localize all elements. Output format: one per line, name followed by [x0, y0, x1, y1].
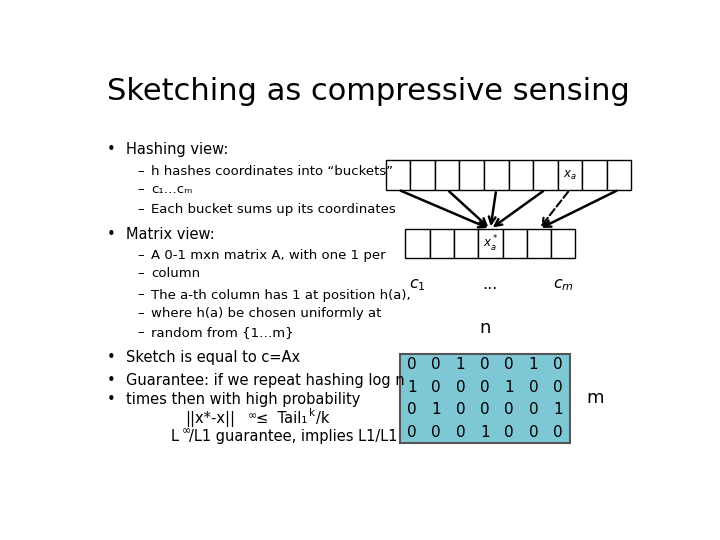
Text: ...: ...	[482, 277, 498, 292]
Text: –: –	[138, 326, 144, 339]
Bar	[459, 160, 484, 190]
Bar	[478, 229, 503, 258]
Text: /k: /k	[316, 411, 330, 426]
Text: –: –	[138, 307, 144, 320]
Text: –: –	[138, 183, 144, 197]
Text: $c_1$: $c_1$	[409, 277, 426, 293]
Text: 0: 0	[528, 380, 539, 395]
Text: •: •	[107, 227, 115, 242]
Bar	[527, 229, 551, 258]
Text: 0: 0	[504, 357, 514, 373]
Text: Matrix view:: Matrix view:	[126, 227, 215, 242]
Text: 0: 0	[553, 380, 562, 395]
Text: A 0-1 mxn matrix A, with one 1 per: A 0-1 mxn matrix A, with one 1 per	[151, 248, 386, 261]
Text: 0: 0	[431, 357, 441, 373]
Text: –: –	[138, 288, 144, 301]
Bar	[508, 160, 533, 190]
Text: 1: 1	[528, 357, 539, 373]
Text: 1: 1	[504, 380, 514, 395]
Text: The a-th column has 1 at position h(a),: The a-th column has 1 at position h(a),	[151, 288, 411, 301]
Text: •: •	[107, 141, 115, 157]
Bar	[410, 160, 435, 190]
Text: m: m	[587, 389, 604, 408]
Text: 0: 0	[480, 380, 490, 395]
Text: 1: 1	[480, 424, 490, 440]
Bar	[503, 229, 527, 258]
Text: 0: 0	[480, 402, 490, 417]
Text: 0: 0	[456, 424, 465, 440]
Text: 0: 0	[407, 424, 417, 440]
Text: c₁…cₘ: c₁…cₘ	[151, 183, 193, 197]
Text: Sketching as compressive sensing: Sketching as compressive sensing	[107, 77, 629, 106]
Text: h hashes coordinates into “buckets”: h hashes coordinates into “buckets”	[151, 165, 394, 178]
Text: L: L	[171, 429, 179, 444]
Text: Sketch is equal to c=Ax: Sketch is equal to c=Ax	[126, 349, 300, 364]
Bar	[484, 160, 508, 190]
Text: 0: 0	[528, 424, 539, 440]
Text: ≤  Tail₁: ≤ Tail₁	[256, 411, 307, 426]
Text: •: •	[107, 373, 115, 388]
Bar	[582, 160, 607, 190]
Bar	[435, 160, 459, 190]
Text: 0: 0	[504, 402, 514, 417]
Text: Hashing view:: Hashing view:	[126, 141, 229, 157]
Text: 0: 0	[528, 402, 539, 417]
Bar	[533, 160, 557, 190]
Bar	[386, 160, 410, 190]
Bar	[405, 229, 430, 258]
Text: 1: 1	[553, 402, 562, 417]
Text: 0: 0	[456, 402, 465, 417]
Text: 0: 0	[407, 357, 417, 373]
Text: k: k	[310, 408, 315, 418]
Bar	[430, 229, 454, 258]
Text: –: –	[138, 267, 144, 280]
Text: ∞: ∞	[182, 427, 192, 436]
Text: –: –	[138, 248, 144, 261]
Text: where h(a) be chosen uniformly at: where h(a) be chosen uniformly at	[151, 307, 382, 320]
Text: ||x*-x||: ||x*-x||	[185, 411, 235, 427]
Text: 1: 1	[431, 402, 441, 417]
Text: 0: 0	[504, 424, 514, 440]
Text: $x_a^*$: $x_a^*$	[482, 233, 498, 254]
Text: 0: 0	[431, 424, 441, 440]
Text: 0: 0	[480, 357, 490, 373]
Text: 0: 0	[407, 402, 417, 417]
Bar	[557, 160, 582, 190]
Bar	[400, 354, 570, 443]
Text: •: •	[107, 349, 115, 364]
Text: 0: 0	[553, 424, 562, 440]
Text: times then with high probability: times then with high probability	[126, 392, 361, 407]
Text: 0: 0	[456, 380, 465, 395]
Text: Each bucket sums up its coordinates: Each bucket sums up its coordinates	[151, 203, 396, 216]
Text: •: •	[107, 392, 115, 407]
Text: –: –	[138, 165, 144, 178]
Text: 1: 1	[407, 380, 417, 395]
Text: 0: 0	[553, 357, 562, 373]
Text: random from {1…m}: random from {1…m}	[151, 326, 294, 339]
Text: $x_a$: $x_a$	[563, 168, 577, 181]
Text: ∞: ∞	[248, 411, 257, 421]
Bar	[551, 229, 575, 258]
Text: /L1 guarantee, implies L1/L1: /L1 guarantee, implies L1/L1	[189, 429, 398, 444]
Text: Guarantee: if we repeat hashing log n: Guarantee: if we repeat hashing log n	[126, 373, 405, 388]
Text: column: column	[151, 267, 200, 280]
Text: –: –	[138, 203, 144, 216]
Text: $c_m$: $c_m$	[553, 277, 574, 293]
Text: 0: 0	[431, 380, 441, 395]
Text: 1: 1	[456, 357, 465, 373]
Bar	[454, 229, 478, 258]
Bar	[607, 160, 631, 190]
Text: n: n	[479, 319, 490, 337]
